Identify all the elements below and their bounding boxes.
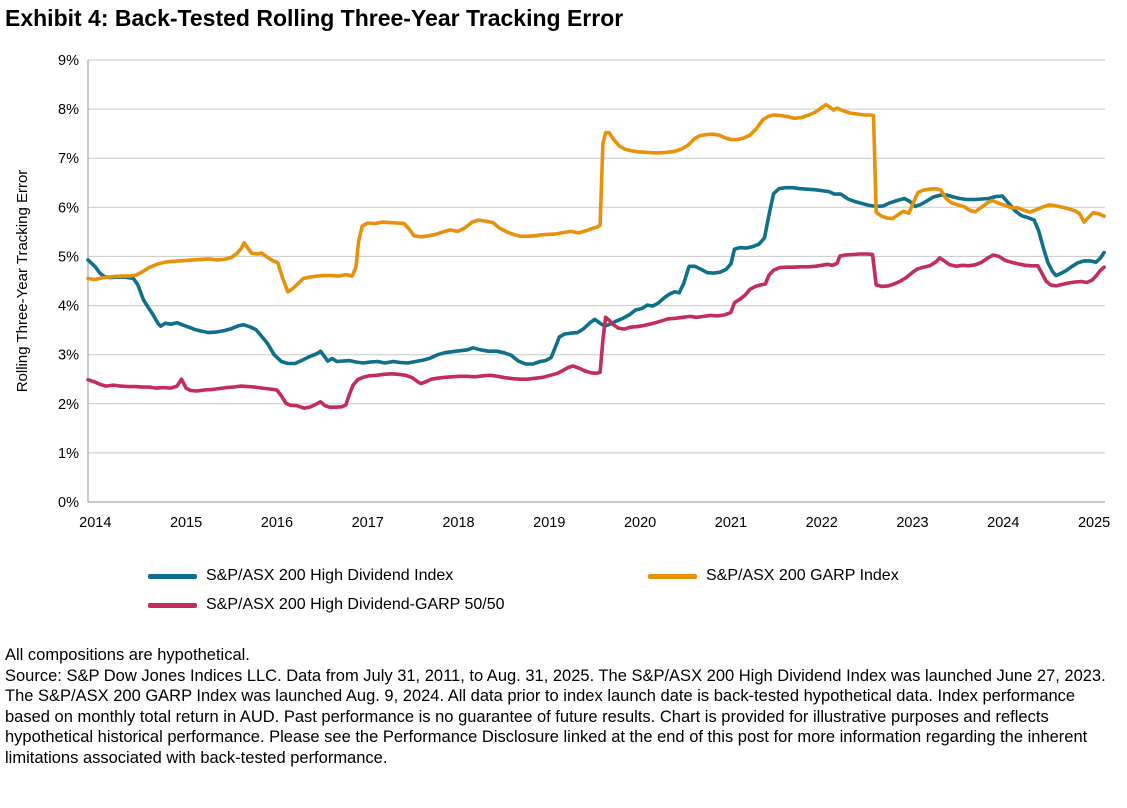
- svg-text:4%: 4%: [58, 299, 79, 315]
- svg-text:1%: 1%: [58, 446, 79, 462]
- legend-swatch-high-dividend: [148, 573, 197, 579]
- svg-text:2023: 2023: [896, 515, 928, 531]
- series-line-2: [86, 252, 1106, 411]
- legend-swatch-garp: [648, 573, 697, 579]
- svg-text:9%: 9%: [58, 53, 79, 69]
- tracking-error-chart: 0% 1% 2% 3% 4% 5% 6% 7% 8% 9% 2014 2015 2016 2017 2018…: [14, 53, 1110, 531]
- legend-label-garp: S&P/ASX 200 GARP Index: [706, 567, 899, 584]
- legend-label-high-dividend: S&P/ASX 200 High Dividend Index: [206, 567, 454, 584]
- svg-text:8%: 8%: [58, 102, 79, 118]
- legend-swatch-50-50: [148, 602, 197, 608]
- svg-text:2021: 2021: [715, 515, 747, 531]
- svg-text:2014: 2014: [79, 515, 111, 531]
- page-title: Exhibit 4: Back-Tested Rolling Three-Yea…: [5, 5, 624, 31]
- svg-text:2024: 2024: [987, 515, 1019, 531]
- svg-text:0%: 0%: [58, 495, 79, 511]
- svg-text:2015: 2015: [170, 515, 202, 531]
- series-line-1: [86, 102, 1106, 294]
- svg-text:5%: 5%: [58, 249, 79, 265]
- svg-text:2022: 2022: [806, 515, 838, 531]
- y-axis-title: Rolling Three-Year Tracking Error: [14, 170, 31, 393]
- legend-label-50-50: S&P/ASX 200 High Dividend-GARP 50/50: [206, 596, 505, 613]
- svg-text:3%: 3%: [58, 348, 79, 364]
- gridlines: [88, 59, 1105, 503]
- footnotes: All compositions are hypothetical. Sourc…: [5, 645, 1124, 768]
- svg-text:2016: 2016: [261, 515, 293, 531]
- x-axis-tick-labels: 2014 2015 2016 2017 2018 2019 2020 2021 2022 2023…: [79, 515, 1110, 531]
- svg-text:2019: 2019: [533, 515, 565, 531]
- svg-text:6%: 6%: [58, 200, 79, 216]
- svg-text:2017: 2017: [352, 515, 384, 531]
- legend-item-high-dividend: S&P/ASX 200 High Dividend Index: [148, 566, 453, 586]
- series-line-0: [86, 185, 1106, 366]
- svg-text:2020: 2020: [624, 515, 656, 531]
- legend-item-garp: S&P/ASX 200 GARP Index: [648, 566, 899, 586]
- footnote-source-disclosure: Source: S&P Dow Jones Indices LLC. Data …: [5, 666, 1106, 767]
- svg-text:2025: 2025: [1078, 515, 1110, 531]
- axis-lines: [87, 60, 1105, 503]
- legend-item-50-50: S&P/ASX 200 High Dividend-GARP 50/50: [148, 595, 505, 615]
- line-chart-canvas: 0% 1% 2% 3% 4% 5% 6% 7% 8% 9% 2014 2015 2016 2017 2018…: [14, 53, 1110, 531]
- footnote-hypothetical: All compositions are hypothetical.: [5, 646, 250, 664]
- y-axis-tick-labels: 0% 1% 2% 3% 4% 5% 6% 7% 8% 9%: [58, 53, 79, 511]
- svg-text:2%: 2%: [58, 397, 79, 413]
- svg-text:2018: 2018: [442, 515, 474, 531]
- svg-text:7%: 7%: [58, 151, 79, 167]
